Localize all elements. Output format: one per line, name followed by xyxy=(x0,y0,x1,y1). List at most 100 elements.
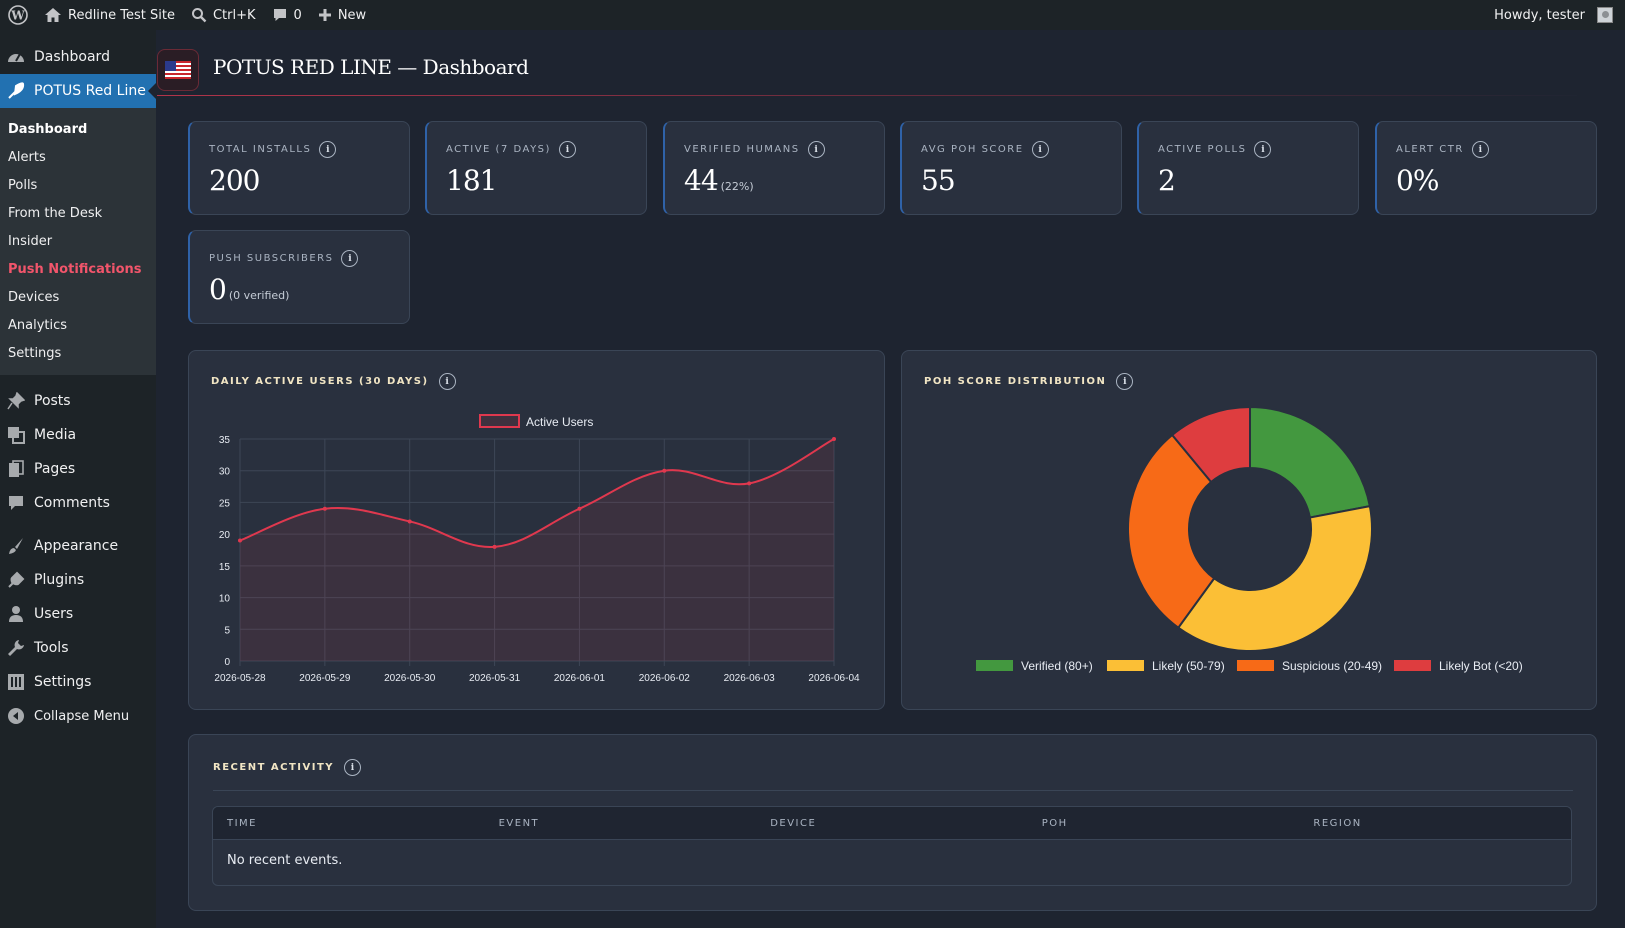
submenu-analytics[interactable]: Analytics xyxy=(8,317,68,333)
sidebar-item-potus-red-line[interactable]: POTUS Red Line xyxy=(0,74,156,108)
column-header-poh[interactable]: POH xyxy=(1041,817,1068,829)
submenu-polls[interactable]: Polls xyxy=(8,177,38,193)
line-point[interactable] xyxy=(322,506,327,511)
line-point[interactable] xyxy=(577,506,582,511)
sidebar-item-media[interactable]: Media xyxy=(0,418,156,452)
admin-sidebar: Dashboard POTUS Red Line Dashboard Alert… xyxy=(0,30,156,928)
site-name-link[interactable]: Redline Test Site xyxy=(36,0,183,30)
info-icon[interactable]: i xyxy=(438,373,456,390)
header-divider xyxy=(157,95,1577,96)
wordpress-logo-button[interactable]: W xyxy=(0,0,36,30)
wordpress-icon: W xyxy=(8,5,28,25)
chart-legend[interactable]: Active Users xyxy=(479,414,593,429)
search-icon xyxy=(191,8,207,23)
comments-count: 0 xyxy=(293,7,302,23)
column-header-event[interactable]: EVENT xyxy=(498,817,540,829)
stat-value: 44 xyxy=(684,164,719,197)
sidebar-item-users[interactable]: Users xyxy=(0,597,156,631)
site-name: Redline Test Site xyxy=(68,7,175,23)
donut-slice-3[interactable] xyxy=(1127,433,1216,630)
donut-slice-1[interactable] xyxy=(1249,405,1372,519)
sidebar-item-pages[interactable]: Pages xyxy=(0,452,156,486)
comments-link[interactable]: 0 xyxy=(264,0,310,30)
stat-card-avg-poh-score: AVG POH SCORE i 55 xyxy=(900,121,1122,215)
y-tick-label: 30 xyxy=(219,467,231,478)
panel-divider xyxy=(213,790,1573,791)
legend-label: Suspicious (20-49) xyxy=(1282,659,1382,673)
avatar xyxy=(1597,7,1613,23)
donut-slice-2[interactable] xyxy=(1176,504,1373,652)
submenu-push-notifications[interactable]: Push Notifications xyxy=(8,261,142,277)
daily-active-users-panel: DAILY ACTIVE USERS (30 DAYS) i 0 5 10 15 20 2… xyxy=(188,350,885,710)
column-header-device[interactable]: DEVICE xyxy=(770,817,817,829)
sidebar-item-comments[interactable]: Comments xyxy=(0,486,156,520)
pages-icon xyxy=(6,459,26,479)
us-flag-icon xyxy=(165,61,191,79)
donut-slice-4[interactable] xyxy=(1170,405,1251,484)
stat-label: TOTAL INSTALLS xyxy=(209,144,312,155)
poh-score-donut-chart: Verified (80+) Likely (50-79) Suspicious (… xyxy=(976,405,1523,673)
line-point[interactable] xyxy=(407,519,412,524)
line-point[interactable] xyxy=(662,468,667,473)
stat-label: VERIFIED HUMANS xyxy=(684,144,800,155)
sidebar-item-label: Pages xyxy=(34,461,76,477)
sidebar-item-plugins[interactable]: Plugins xyxy=(0,563,156,597)
sidebar-item-settings[interactable]: Settings xyxy=(0,665,156,699)
sidebar-item-appearance[interactable]: Appearance xyxy=(0,529,156,563)
sidebar-item-tools[interactable]: Tools xyxy=(0,631,156,665)
pin-icon xyxy=(6,391,26,411)
sidebar-item-label: Settings xyxy=(34,674,92,690)
page-title: POTUS RED LINE — Dashboard xyxy=(213,55,529,79)
submenu-dashboard[interactable]: Dashboard xyxy=(8,121,88,137)
stat-card-alert-ctr: ALERT CTR i 0% xyxy=(1375,121,1597,215)
legend-item[interactable]: Verified (80+) xyxy=(976,659,1093,673)
line-point[interactable] xyxy=(492,544,497,549)
submenu-from-the-desk[interactable]: From the Desk xyxy=(8,205,103,221)
y-tick-label: 20 xyxy=(219,530,231,541)
y-tick-label: 25 xyxy=(219,498,231,509)
submenu-alerts[interactable]: Alerts xyxy=(8,149,46,165)
x-tick-label: 2026-06-02 xyxy=(639,673,691,684)
stat-sub: (22%) xyxy=(720,180,754,193)
legend-item[interactable]: Likely Bot (<20) xyxy=(1394,659,1523,673)
info-icon[interactable]: i xyxy=(1116,373,1134,390)
info-icon[interactable]: i xyxy=(319,141,337,158)
sidebar-item-label: Appearance xyxy=(34,538,119,554)
line-point[interactable] xyxy=(238,538,242,543)
info-icon[interactable]: i xyxy=(344,759,362,776)
search-shortcut-button[interactable]: Ctrl+K xyxy=(183,0,264,30)
recent-activity-table: TIME EVENT DEVICE POH REGION No recent e… xyxy=(212,806,1572,886)
comment-bubble-icon xyxy=(273,9,286,21)
sidebar-item-dashboard[interactable]: Dashboard xyxy=(0,40,156,74)
daily-active-users-chart: 0 5 10 15 20 25 30 35 2026-05-28 2026-05-29 2026-… xyxy=(214,414,860,684)
new-content-button[interactable]: New xyxy=(310,0,374,30)
media-icon xyxy=(6,425,26,445)
sidebar-item-label: Media xyxy=(34,427,77,443)
stat-value: 181 xyxy=(446,164,497,197)
table-header: TIME EVENT DEVICE POH REGION xyxy=(213,807,1571,840)
my-account-menu[interactable]: Howdy, tester xyxy=(1486,0,1625,30)
sidebar-item-label: Comments xyxy=(34,495,110,511)
column-header-time[interactable]: TIME xyxy=(227,817,258,829)
info-icon[interactable]: i xyxy=(1471,141,1489,158)
sidebar-item-posts[interactable]: Posts xyxy=(0,384,156,418)
column-header-region[interactable]: REGION xyxy=(1313,817,1362,829)
stat-value: 55 xyxy=(921,164,956,197)
y-tick-label: 35 xyxy=(219,435,231,446)
legend-item[interactable]: Suspicious (20-49) xyxy=(1237,659,1382,673)
line-point[interactable] xyxy=(832,437,836,441)
line-series-active-users xyxy=(239,438,835,548)
line-point[interactable] xyxy=(747,481,752,486)
x-tick-label: 2026-05-31 xyxy=(469,673,521,684)
submenu-insider[interactable]: Insider xyxy=(8,233,53,249)
info-icon[interactable]: i xyxy=(1254,141,1272,158)
submenu-devices[interactable]: Devices xyxy=(8,289,60,305)
info-icon[interactable]: i xyxy=(1031,141,1049,158)
info-icon[interactable]: i xyxy=(341,250,359,267)
user-icon xyxy=(6,604,26,624)
info-icon[interactable]: i xyxy=(558,141,576,158)
submenu-settings[interactable]: Settings xyxy=(8,345,62,361)
legend-item[interactable]: Likely (50-79) xyxy=(1107,659,1225,673)
info-icon[interactable]: i xyxy=(807,141,825,158)
collapse-menu-button[interactable]: Collapse Menu xyxy=(0,699,156,733)
